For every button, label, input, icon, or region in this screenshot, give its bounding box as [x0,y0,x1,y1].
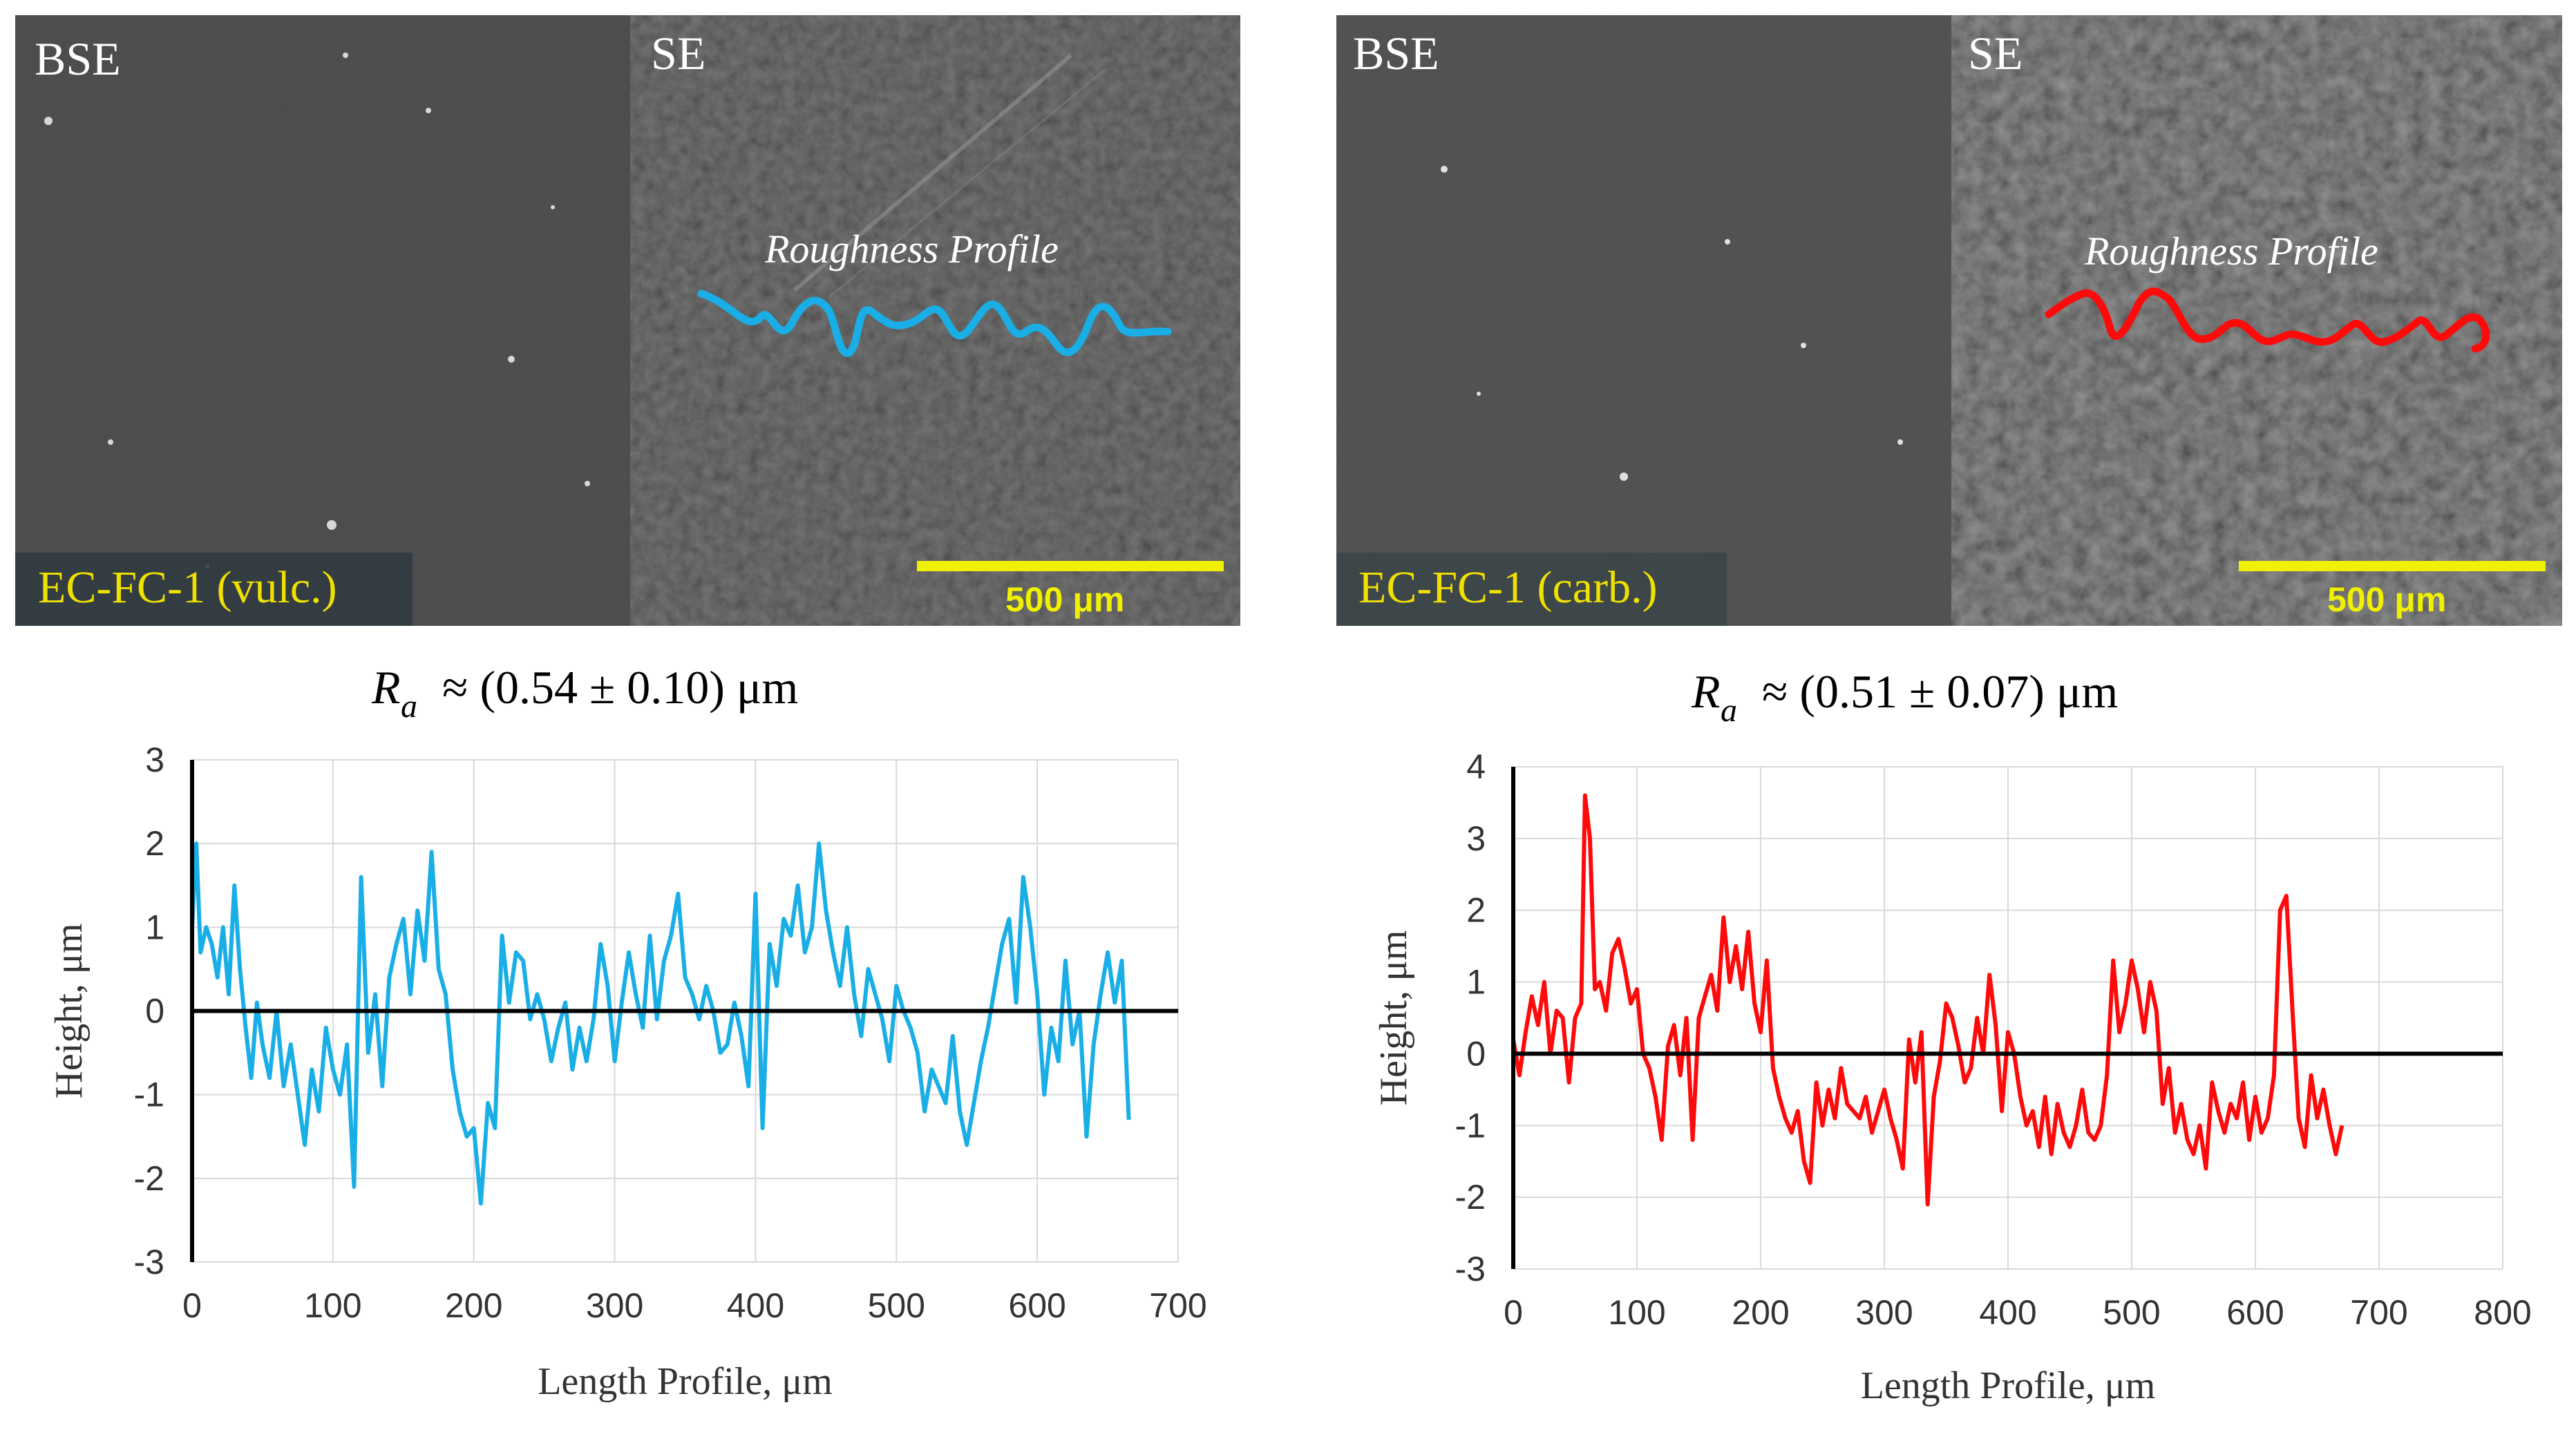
bse-texture [15,15,630,626]
ra-subscript: a [1721,692,1737,729]
roughness-profile-label: Roughness Profile [764,227,1059,271]
x-tick-label: 700 [2350,1293,2407,1332]
roughness-chart-vulc: 0 100 200 300 400 500 600 700 -3 -2 -1 0 1 2 3 Length P… [48,741,1207,1403]
series-line [1511,793,2345,1207]
bse-texture [1336,15,1951,626]
se-texture [630,15,1240,626]
roughness-chart-carb: 0 100 200 300 400 500 600 700 800 -3 -2 -1 0 1 2 3 4 Leng… [1372,747,2532,1407]
y-tick-label: 2 [145,824,164,863]
x-axis-title: Length Profile, μm [1861,1364,2156,1407]
y-tick-label: 2 [1466,891,1486,930]
ra-formula-vulc: R a ≈ (0.54 ± 0.10) μm [371,661,798,725]
bse-particles [44,52,590,569]
bse-label: BSE [35,32,121,85]
x-tick-label: 500 [868,1286,925,1325]
scale-bar [917,561,1224,571]
ra-symbol: R [1691,665,1721,718]
y-tick-label: 3 [145,741,164,779]
y-tick-label: 1 [145,908,164,946]
x-tick-label: 0 [1504,1293,1523,1332]
y-tick-label: -1 [1455,1106,1486,1145]
sem-image-vulc: BSE SE Roughness Profile EC-FC-1 (vulc.)… [15,15,1240,626]
x-tick-label: 800 [2474,1293,2531,1332]
x-tick-label: 600 [2226,1293,2284,1332]
scratch-line [828,68,1106,298]
x-tick-label: 400 [1979,1293,2036,1332]
x-tick-label: 100 [304,1286,361,1325]
roughness-profile-label: Roughness Profile [2084,229,2378,274]
scale-label: 500 μm [1005,580,1124,619]
y-tick-label: -3 [134,1243,164,1281]
x-tick-label: 600 [1008,1286,1066,1325]
x-tick-label: 300 [586,1286,643,1325]
scale-label: 500 μm [2327,580,2446,619]
x-tick-label: 300 [1855,1293,1913,1332]
x-tick-label: 700 [1149,1286,1206,1325]
x-tick-label: 200 [1732,1293,1789,1332]
sample-label-bg [15,553,413,626]
ra-subscript: a [401,688,417,725]
sample-label: EC-FC-1 (vulc.) [38,562,337,613]
y-tick-label: 1 [1466,963,1486,1002]
sem-image-carb: BSE SE Roughness Profile EC-FC-1 (carb.)… [1336,15,2562,626]
y-axis-title: Height, μm [1372,930,1415,1106]
series-line [190,841,1131,1206]
se-label: SE [1968,27,2023,79]
ra-value: ≈ (0.54 ± 0.10) μm [442,661,798,714]
x-tick-label: 200 [445,1286,502,1325]
y-axis-title: Height, μm [48,924,91,1099]
roughness-profile-sketch [697,289,1172,357]
x-tick-label: 100 [1608,1293,1665,1332]
bse-particles [1441,166,1903,481]
y-tick-label: -2 [134,1159,164,1198]
y-tick-label: 0 [145,992,164,1031]
y-tick-label: 0 [1466,1034,1486,1073]
x-tick-label: 0 [182,1286,202,1325]
scratch-line [793,53,1072,292]
y-tick-label: 4 [1466,747,1486,786]
x-axis-title: Length Profile, μm [538,1360,833,1403]
ra-formula-carb: R a ≈ (0.51 ± 0.07) μm [1691,665,2118,729]
ra-value: ≈ (0.51 ± 0.07) μm [1762,665,2118,718]
sample-label: EC-FC-1 (carb.) [1358,562,1658,613]
y-tick-label: -2 [1455,1178,1486,1216]
x-tick-label: 400 [727,1286,784,1325]
ra-symbol: R [371,661,401,714]
bse-label: BSE [1353,27,1439,79]
x-tick-label: 500 [2103,1293,2160,1332]
y-tick-label: -1 [134,1076,164,1114]
roughness-profile-sketch [2045,287,2490,353]
y-tick-label: -3 [1455,1250,1486,1288]
sample-label-bg [1336,553,1727,626]
y-tick-label: 3 [1466,819,1486,858]
scale-bar [2239,561,2546,571]
se-label: SE [651,27,705,79]
